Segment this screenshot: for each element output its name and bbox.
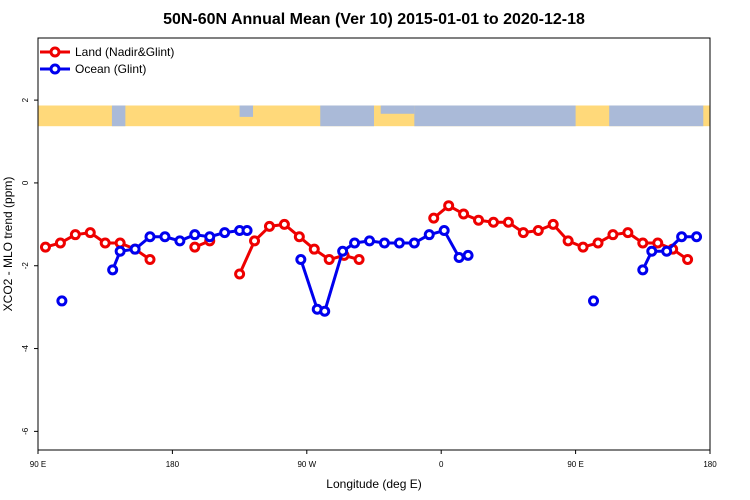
data-point-ocean	[438, 225, 450, 237]
data-point-ocean	[129, 243, 141, 255]
x-tick-label: 90 W	[297, 460, 316, 469]
data-point-land	[592, 237, 604, 249]
data-point-land	[607, 229, 619, 241]
data-point-ocean	[337, 245, 349, 257]
x-tick-label: 90 E	[30, 460, 46, 469]
data-point-land	[69, 229, 81, 241]
data-point-ocean	[408, 237, 420, 249]
plot-frame	[37, 37, 711, 451]
data-point-land	[577, 241, 589, 253]
data-point-land	[532, 225, 544, 237]
data-point-land	[323, 254, 335, 266]
data-point-ocean	[159, 231, 171, 243]
series-ocean	[56, 225, 703, 317]
data-point-land	[517, 227, 529, 239]
legend: Land (Nadir&Glint) Ocean (Glint)	[40, 45, 174, 76]
legend-marker-land	[49, 46, 61, 58]
data-point-ocean	[453, 251, 465, 263]
data-point-land	[622, 227, 634, 239]
data-point-land	[39, 241, 51, 253]
data-point-land	[308, 243, 320, 255]
data-point-ocean	[295, 254, 307, 266]
map-shape	[414, 105, 576, 127]
data-point-land	[502, 216, 514, 228]
series-layer	[39, 200, 703, 317]
x-axis-label: Longitude (deg E)	[326, 477, 421, 491]
data-point-land	[428, 212, 440, 224]
data-point-land	[458, 208, 470, 220]
map-shape	[380, 105, 415, 114]
x-tick-label: 180	[166, 460, 180, 469]
x-tick-label: 180	[703, 460, 717, 469]
data-point-ocean	[364, 235, 376, 247]
data-point-ocean	[189, 229, 201, 241]
data-point-ocean	[349, 237, 361, 249]
data-point-land	[353, 254, 365, 266]
map-shape	[609, 105, 704, 127]
chart-title: 50N-60N Annual Mean (Ver 10) 2015-01-01 …	[163, 11, 585, 28]
y-tick-label: -4	[21, 344, 30, 352]
data-point-ocean	[107, 264, 119, 276]
map-shape	[111, 105, 126, 127]
data-point-land	[84, 227, 96, 239]
data-point-land	[263, 220, 275, 232]
data-point-ocean	[144, 231, 156, 243]
data-point-land	[682, 254, 694, 266]
data-point-ocean	[637, 264, 649, 276]
legend-label-ocean: Ocean (Glint)	[75, 62, 146, 76]
data-point-ocean	[462, 249, 474, 261]
data-point-ocean	[56, 295, 68, 307]
y-axis: 2 0 -2 -4 -6	[21, 97, 38, 435]
map-shape	[320, 105, 374, 127]
data-point-land	[293, 231, 305, 243]
data-point-ocean	[691, 231, 703, 243]
y-tick-label: -2	[21, 262, 30, 270]
data-point-land	[547, 218, 559, 230]
data-point-ocean	[393, 237, 405, 249]
data-point-land	[278, 218, 290, 230]
data-point-ocean	[174, 235, 186, 247]
y-tick-label: 2	[21, 97, 30, 102]
data-point-land	[487, 216, 499, 228]
data-point-land	[54, 237, 66, 249]
data-point-ocean	[423, 229, 435, 241]
data-point-ocean	[204, 231, 216, 243]
data-point-ocean	[114, 245, 126, 257]
data-point-land	[189, 241, 201, 253]
data-point-ocean	[378, 237, 390, 249]
data-point-ocean	[661, 245, 673, 257]
data-point-ocean	[219, 227, 231, 239]
x-tick-label: 90 E	[567, 460, 583, 469]
y-tick-label: -6	[21, 427, 30, 435]
x-tick-label: 0	[439, 460, 444, 469]
data-point-land	[473, 214, 485, 226]
data-point-land	[234, 268, 246, 280]
data-point-ocean	[241, 225, 253, 237]
data-point-ocean	[676, 231, 688, 243]
data-point-land	[249, 235, 261, 247]
series-land	[39, 200, 694, 280]
data-point-land	[99, 237, 111, 249]
data-point-ocean	[588, 295, 600, 307]
data-point-land	[562, 235, 574, 247]
map-strip	[38, 105, 710, 127]
data-point-land	[652, 237, 664, 249]
y-tick-label: 0	[21, 180, 30, 185]
data-point-land	[144, 254, 156, 266]
x-axis: 90 E 180 90 W 0 90 E 180	[30, 450, 717, 469]
data-point-land	[637, 237, 649, 249]
legend-marker-ocean	[49, 63, 61, 75]
map-land	[111, 105, 704, 127]
data-point-ocean	[646, 245, 658, 257]
legend-label-land: Land (Nadir&Glint)	[75, 45, 174, 59]
map-shape	[239, 105, 254, 117]
data-point-land	[443, 200, 455, 212]
data-point-ocean	[319, 305, 331, 317]
y-axis-label: XCO2 - MLO trend (ppm)	[1, 177, 15, 312]
